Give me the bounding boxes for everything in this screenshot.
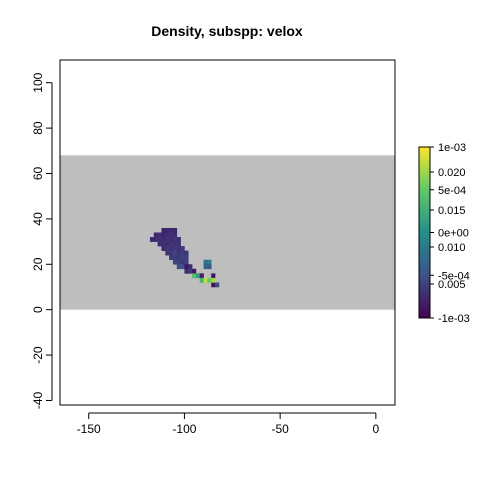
density-cell — [172, 255, 178, 261]
legend-label: 1e-03 — [438, 142, 466, 154]
density-cell — [169, 232, 174, 238]
density-cell — [165, 250, 170, 256]
density-cell — [169, 237, 174, 242]
density-cell — [207, 277, 212, 283]
density-cell — [199, 277, 204, 283]
density-cell — [211, 277, 216, 283]
density-cell — [195, 273, 201, 279]
x-tick-label: 0 — [373, 422, 380, 436]
density-cell — [165, 232, 170, 238]
density-cell — [172, 246, 178, 251]
density-cell — [153, 232, 158, 238]
density-cell — [169, 250, 174, 256]
color-legend: 1e-03 5e-04 0e+00 -5e-04 -1e-03 0.020 0.015 0.0… — [418, 142, 470, 325]
density-cell — [165, 237, 170, 242]
density-cell — [180, 259, 185, 265]
y-tick-label: 100 — [31, 72, 45, 92]
density-cell — [172, 250, 178, 256]
density-cell — [172, 241, 178, 247]
density-cell — [169, 241, 174, 247]
density-cell — [161, 232, 166, 238]
density-cell — [207, 259, 212, 265]
x-axis: -150 -100 -50 0 — [77, 412, 380, 436]
density-cell — [176, 250, 181, 256]
density-cell — [169, 255, 174, 261]
y-tick-label: -20 — [31, 346, 45, 364]
density-cell — [157, 241, 162, 247]
x-tick-label: -100 — [172, 422, 196, 436]
chart-title: Density, subspp: velox — [151, 23, 303, 39]
x-tick-label: -50 — [271, 422, 289, 436]
density-cell — [176, 255, 181, 261]
density-cell — [165, 227, 170, 233]
density-cell — [184, 259, 189, 265]
density-cell — [188, 268, 193, 274]
legend-label: 0e+00 — [438, 228, 469, 240]
density-cell — [176, 237, 181, 242]
density-cell — [203, 277, 208, 283]
y-tick-label: 0 — [31, 306, 45, 313]
density-cell — [161, 241, 166, 247]
density-cell — [188, 264, 193, 270]
legend-label: 0.010 — [438, 242, 466, 254]
density-cell — [149, 237, 155, 242]
density-cell — [192, 273, 197, 279]
density-cell — [176, 246, 181, 251]
density-cell — [203, 259, 208, 265]
density-cell — [161, 237, 166, 242]
density-cell — [180, 264, 185, 270]
background-band-layer — [60, 155, 395, 310]
density-cell — [176, 264, 181, 270]
density-cell — [172, 259, 178, 265]
density-cell — [184, 264, 189, 270]
density-cell — [169, 227, 174, 233]
density-cell — [184, 255, 189, 261]
density-cell — [207, 264, 212, 270]
plot-frame — [59, 59, 396, 406]
density-cell — [172, 237, 178, 242]
density-cell — [180, 255, 185, 261]
y-tick-label: 40 — [31, 212, 45, 226]
legend-label: -5e-04 — [438, 270, 470, 282]
density-cell — [203, 264, 208, 270]
density-cell — [215, 282, 220, 288]
legend-label: 0.005 — [438, 279, 466, 291]
density-cell — [161, 246, 166, 251]
x-tick-label: -150 — [77, 422, 101, 436]
legend-label: 0.015 — [438, 205, 466, 217]
density-cells-layer — [149, 227, 220, 288]
y-tick-label: -40 — [31, 391, 45, 409]
density-cell — [180, 246, 185, 251]
density-cell — [172, 232, 178, 238]
legend-label: -1e-03 — [438, 313, 470, 325]
density-cell — [192, 268, 197, 274]
y-tick-label: 60 — [31, 166, 45, 180]
legend-label: 0.020 — [438, 167, 466, 179]
density-cell — [199, 273, 204, 279]
density-cell — [153, 237, 158, 242]
background-band — [60, 155, 395, 310]
density-cell — [211, 282, 216, 288]
density-cell — [161, 227, 166, 233]
density-cell — [172, 227, 178, 233]
density-cell — [176, 241, 181, 247]
legend-label: 5e-04 — [438, 185, 466, 197]
density-cell — [184, 250, 189, 256]
density-cell — [176, 259, 181, 265]
density-cell — [165, 246, 170, 251]
density-cell — [169, 246, 174, 251]
y-axis: -40 -20 0 20 40 60 80 100 — [31, 72, 53, 409]
density-cell — [157, 237, 162, 242]
density-cell — [157, 232, 162, 238]
density-cell — [184, 268, 189, 274]
legend-colorbar — [418, 146, 431, 319]
density-cell — [180, 250, 185, 256]
y-tick-label: 20 — [31, 257, 45, 271]
y-tick-label: 80 — [31, 121, 45, 135]
density-cell — [165, 241, 170, 247]
density-cell — [211, 273, 216, 279]
